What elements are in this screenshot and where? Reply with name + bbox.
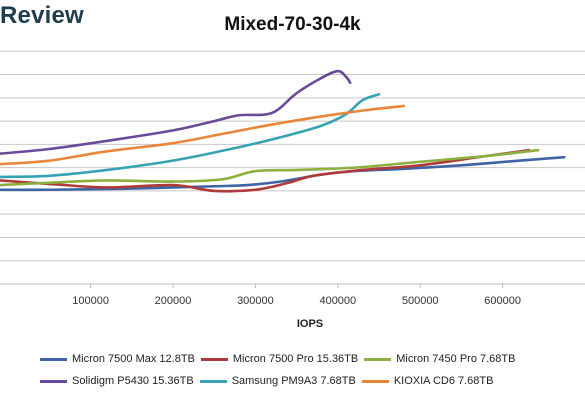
legend-item: KIOXIA CD6 7.68TB (361, 375, 494, 387)
x-tick-label: 100000 (72, 295, 109, 307)
series-line-6 (0, 104, 406, 166)
legend-label: Micron 7500 Pro 15.36TB (232, 353, 359, 365)
legend-label: Micron 7500 Max 12.8TB (72, 353, 195, 365)
chart-legend: Micron 7500 Max 12.8TB Micron 7500 Pro 15… (40, 348, 585, 392)
legend-swatch (361, 379, 389, 383)
series-line-5 (0, 93, 381, 179)
chart-plot-area: 100000 200000 300000 400000 500000 600000 IOP… (0, 50, 585, 330)
legend-label: Solidigm P5430 15.36TB (72, 375, 194, 387)
legend-item: Micron 7500 Pro 15.36TB (200, 353, 359, 365)
x-tick-label: 500000 (402, 295, 439, 307)
x-tick-label: 400000 (319, 295, 356, 307)
legend-item: Micron 7500 Max 12.8TB (40, 353, 195, 365)
legend-swatch (40, 357, 67, 361)
legend-swatch (199, 379, 227, 383)
legend-label: KIOXIA CD6 7.68TB (393, 375, 494, 387)
legend-item: Samsung PM9A3 7.68TB (199, 375, 356, 387)
x-tick-label: 300000 (237, 295, 274, 307)
series-line-1 (0, 155, 566, 192)
legend-label: Micron 7450 Pro 7.68TB (396, 353, 516, 365)
legend-item: Micron 7450 Pro 7.68TB (364, 353, 515, 365)
brand-logo-text: Review (0, 2, 84, 29)
x-axis-label: IOPS (297, 318, 323, 330)
legend-swatch (40, 379, 67, 383)
x-tick-label: 200000 (155, 295, 192, 307)
legend-item: Solidigm P5430 15.36TB (40, 375, 194, 387)
series-line-4 (0, 69, 352, 155)
legend-swatch (200, 357, 228, 361)
series-line-3 (0, 148, 540, 187)
x-tick-label: 600000 (484, 295, 521, 307)
series-line-2 (0, 148, 531, 193)
chart-title: Mixed-70-30-4k (224, 14, 361, 35)
legend-label: Samsung PM9A3 7.68TB (231, 375, 356, 387)
legend-swatch (364, 357, 392, 361)
